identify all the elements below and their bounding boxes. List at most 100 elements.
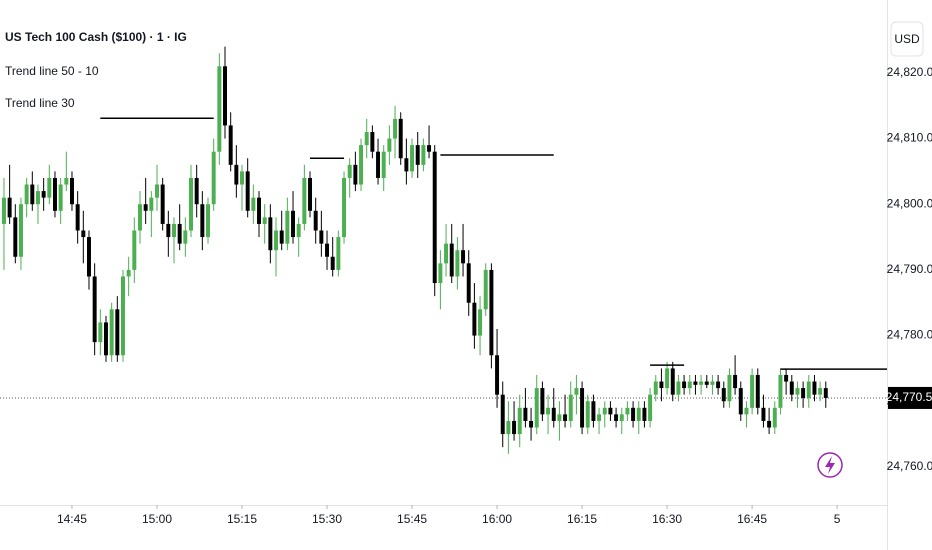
x-tick-label: 16:15 bbox=[567, 512, 597, 526]
candle-body bbox=[41, 191, 46, 198]
candle-body bbox=[18, 204, 23, 257]
candle-body bbox=[194, 177, 199, 205]
candle-body bbox=[240, 171, 244, 185]
candle-body bbox=[52, 177, 57, 211]
candle-body bbox=[551, 407, 556, 421]
candle-body bbox=[132, 230, 137, 270]
candle-body bbox=[608, 407, 613, 415]
y-tick-label: 24,800.0 bbox=[887, 196, 932, 210]
candle-body bbox=[670, 368, 675, 395]
candle-body bbox=[642, 407, 647, 421]
candle-body bbox=[262, 217, 267, 224]
candle-body bbox=[30, 184, 35, 205]
candle-body bbox=[489, 269, 494, 356]
candle-body bbox=[789, 381, 794, 395]
candle-body bbox=[438, 263, 443, 284]
currency-button[interactable] bbox=[890, 21, 924, 57]
candle-body bbox=[432, 151, 437, 284]
candle-body bbox=[733, 374, 738, 389]
plot-area bbox=[0, 46, 887, 454]
candle-body bbox=[823, 388, 828, 398]
candle-body bbox=[149, 197, 154, 211]
lightning-icon[interactable] bbox=[817, 452, 843, 478]
candle-body bbox=[574, 388, 579, 395]
candle-body bbox=[625, 407, 630, 415]
candle-body bbox=[784, 374, 789, 382]
candle-body bbox=[421, 145, 426, 165]
candle-body bbox=[483, 269, 488, 310]
candle-body bbox=[636, 407, 641, 421]
candle-body bbox=[557, 414, 562, 421]
candle-body bbox=[772, 407, 777, 428]
x-tick-label: 15:00 bbox=[142, 512, 172, 526]
candle-body bbox=[121, 276, 125, 356]
candle-body bbox=[495, 355, 500, 395]
candle-body bbox=[364, 131, 369, 146]
candle-body bbox=[302, 177, 307, 224]
y-tick-label: 24,760.0 bbox=[887, 459, 932, 473]
candle-body bbox=[291, 210, 296, 238]
x-tick-label: 16:45 bbox=[737, 512, 767, 526]
candle-body bbox=[512, 420, 517, 435]
candle-body bbox=[404, 158, 409, 172]
candle-body bbox=[98, 322, 103, 343]
candle-body bbox=[166, 223, 171, 238]
candle-body bbox=[461, 250, 466, 264]
candle-body bbox=[347, 164, 352, 178]
candle-body bbox=[359, 145, 364, 185]
indicator-label: Trend line 50 - 10 bbox=[5, 64, 99, 78]
x-tick-label: 15:30 bbox=[312, 512, 342, 526]
candle-body bbox=[540, 388, 545, 415]
candle-body bbox=[455, 250, 460, 277]
candle-body bbox=[189, 177, 193, 231]
candle-body bbox=[177, 223, 182, 244]
candle-body bbox=[648, 394, 653, 421]
candle-body bbox=[393, 118, 398, 139]
candle-body bbox=[183, 230, 188, 244]
candle-body bbox=[478, 309, 483, 336]
candle-body bbox=[653, 381, 658, 395]
candle-body bbox=[659, 381, 664, 389]
candle-body bbox=[81, 230, 86, 238]
candle-body bbox=[47, 177, 52, 198]
candle-body bbox=[342, 177, 347, 238]
y-tick-label: 24,790.0 bbox=[887, 262, 932, 276]
candle-body bbox=[279, 230, 284, 244]
candle-body bbox=[693, 381, 698, 385]
candle-body bbox=[699, 381, 704, 385]
candle-body bbox=[597, 414, 602, 421]
candle-body bbox=[143, 204, 148, 211]
candle-body bbox=[211, 151, 216, 205]
candle-body bbox=[761, 407, 766, 421]
candle-body bbox=[387, 138, 392, 152]
candle-body bbox=[206, 204, 210, 238]
candle-body bbox=[313, 210, 318, 231]
candle-body bbox=[614, 414, 619, 421]
candle-body bbox=[268, 217, 273, 251]
candle-body bbox=[126, 269, 131, 277]
x-tick-label: 16:00 bbox=[482, 512, 512, 526]
candle-body bbox=[687, 381, 692, 389]
candle-body bbox=[818, 388, 823, 395]
x-tick-label: 14:45 bbox=[57, 512, 87, 526]
candle-body bbox=[585, 401, 590, 428]
candle-body bbox=[398, 118, 403, 159]
candle-body bbox=[534, 388, 539, 428]
candle-body bbox=[285, 210, 290, 244]
candle-body bbox=[563, 414, 568, 421]
candle-body bbox=[676, 381, 681, 395]
currency-label[interactable]: USD bbox=[894, 32, 920, 46]
candle-body bbox=[86, 237, 91, 277]
candle-body bbox=[217, 66, 222, 152]
candle-body bbox=[64, 177, 69, 185]
candle-body bbox=[631, 407, 636, 421]
candle-body bbox=[466, 263, 471, 303]
candle-body bbox=[500, 394, 505, 435]
candle-body bbox=[245, 171, 250, 211]
y-tick-label: 24,780.0 bbox=[887, 328, 932, 342]
candle-body bbox=[744, 407, 749, 415]
candle-body bbox=[801, 388, 806, 398]
candle-body bbox=[727, 374, 732, 402]
candle-body bbox=[682, 381, 687, 389]
